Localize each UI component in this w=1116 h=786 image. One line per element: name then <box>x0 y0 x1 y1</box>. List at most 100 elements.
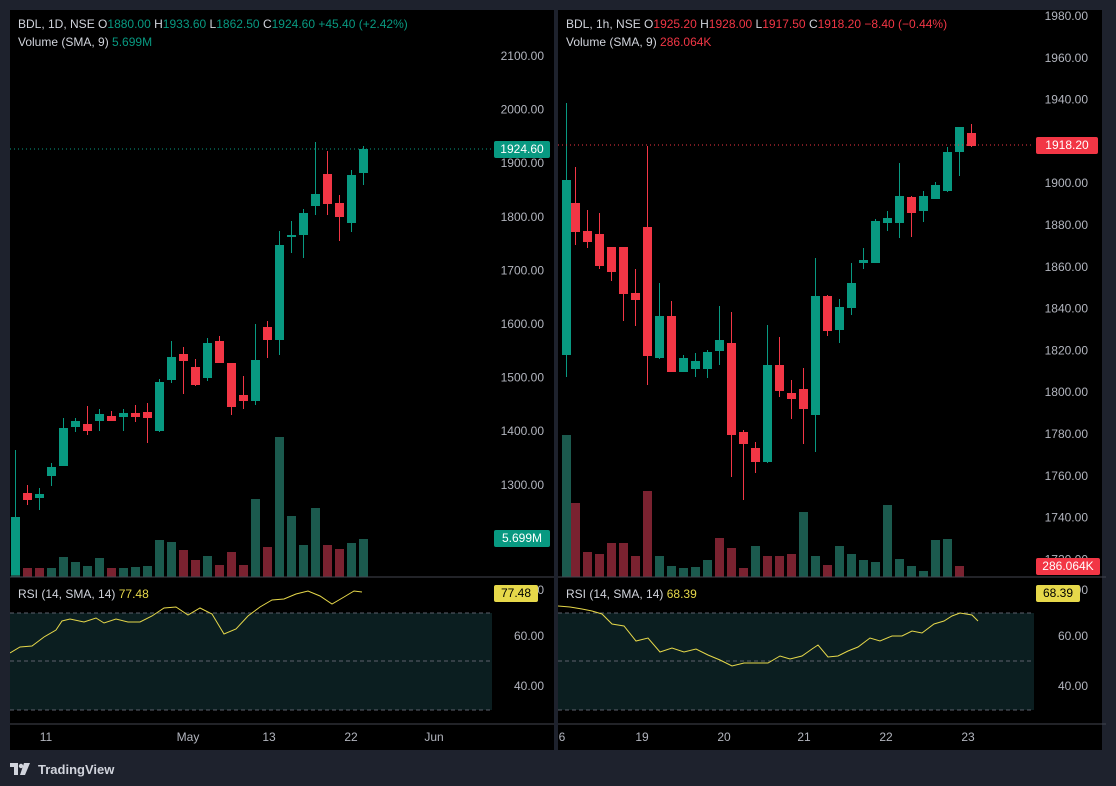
rsi-axis-label: 40.00 <box>514 679 544 693</box>
candle-body <box>607 247 616 272</box>
high-value: 1933.60 <box>162 17 207 31</box>
volume-bar <box>667 566 676 577</box>
volume-bar <box>347 543 356 577</box>
volume-legend[interactable]: Volume (SMA, 9) 5.699M <box>18 34 152 50</box>
volume-bar <box>239 565 248 577</box>
low-value: 1862.50 <box>216 17 260 31</box>
candle-body <box>655 316 664 358</box>
price-axis-label: 1600.00 <box>501 317 545 331</box>
candle-body <box>775 365 784 391</box>
candle-body <box>787 393 796 399</box>
open-label: O <box>644 17 654 31</box>
rsi-tag-bg <box>494 585 538 602</box>
rsi-legend[interactable]: RSI (14, SMA, 14) 68.39 <box>566 586 697 602</box>
rsi-tag: 77.48 <box>501 586 531 600</box>
rsi-label: RSI (14, SMA, 14) <box>18 587 116 601</box>
rsi-tag-bg <box>1036 585 1080 602</box>
volume-bar <box>119 568 128 577</box>
price-tag-bg <box>494 141 550 158</box>
candle-body <box>203 343 212 378</box>
open-value: 1925.20 <box>653 17 697 31</box>
volume-bar <box>763 556 772 577</box>
low-label: L <box>755 17 763 31</box>
candle-body <box>59 428 68 466</box>
rsi-label: RSI (14, SMA, 14) <box>566 587 664 601</box>
candle-body <box>691 361 700 369</box>
chart-canvas-hourly[interactable]: 1980.001960.001940.001920.001900.001880.… <box>558 10 1106 750</box>
chart-canvas-daily[interactable]: 2100.00 2000.00 1900.00 1800.00 1700.00 1600.… <box>10 10 554 750</box>
volume-bar <box>191 560 200 577</box>
candle-body <box>919 196 928 211</box>
price-axis-label: 1300.00 <box>501 478 545 492</box>
candle-body <box>47 467 56 476</box>
candle-body <box>703 352 712 369</box>
candle-body <box>595 234 604 266</box>
candle-body <box>359 149 368 173</box>
tradingview-brand-text[interactable]: TradingView <box>38 761 115 777</box>
symbol-label[interactable]: BDL, 1D, NSE <box>18 17 95 31</box>
candle-body <box>23 493 32 500</box>
price-axis-label: 1980.00 <box>1045 10 1089 23</box>
volume-bar <box>715 538 724 577</box>
volume-bar <box>859 560 868 577</box>
volume-bar <box>287 516 296 577</box>
time-axis-label: 11 <box>40 730 53 744</box>
rsi-line <box>10 590 363 654</box>
volume-legend[interactable]: Volume (SMA, 9) 286.064K <box>566 34 711 50</box>
volume-tag-bg <box>494 530 550 547</box>
volume-bar <box>571 503 580 577</box>
time-axis-label: 23 <box>961 730 975 744</box>
candle-body <box>799 389 808 409</box>
volume-bar <box>143 566 152 577</box>
candle-body <box>883 218 892 223</box>
price-axis-label: 2100.00 <box>501 49 545 63</box>
volume-bar <box>679 568 688 577</box>
volume-label: Volume (SMA, 9) <box>566 35 657 49</box>
volume-bar <box>595 554 604 577</box>
volume-bar <box>227 552 236 577</box>
volume-bar <box>299 545 308 577</box>
candle-body <box>562 180 571 355</box>
price-axis-label: 1780.00 <box>1045 427 1089 441</box>
rsi-value: 68.39 <box>666 587 697 601</box>
candle-body <box>943 152 952 191</box>
volume-bar <box>203 556 212 577</box>
volume-bar <box>847 554 856 577</box>
candle-body <box>311 194 320 206</box>
tradingview-footer[interactable]: TradingView <box>10 760 114 778</box>
volume-bar <box>931 540 940 577</box>
volume-bar <box>131 567 140 577</box>
high-value: 1928.00 <box>708 17 753 31</box>
volume-value: 5.699M <box>112 35 153 49</box>
candle-body <box>583 231 592 242</box>
volume-bar <box>215 565 224 577</box>
time-axis-label: May <box>177 730 200 744</box>
price-axis-label: 1860.00 <box>1045 260 1089 274</box>
candle-body <box>667 316 676 372</box>
chart-panel-daily[interactable]: 2100.00 2000.00 1900.00 1800.00 1700.00 1600.… <box>10 10 554 750</box>
rsi-axis-label: 40.00 <box>1058 679 1088 693</box>
candle-body <box>907 197 916 213</box>
volume-bar <box>895 559 904 577</box>
volume-bar <box>919 571 928 577</box>
rsi-legend[interactable]: RSI (14, SMA, 14) 77.48 <box>18 586 149 602</box>
symbol-label[interactable]: BDL, 1h, NSE <box>566 17 641 31</box>
time-axis-label: 21 <box>797 730 811 744</box>
rsi-line <box>558 605 979 667</box>
price-axis-label: 1840.00 <box>1045 302 1089 316</box>
price-axis-label: 1740.00 <box>1045 511 1089 525</box>
high-label: H <box>154 17 163 31</box>
volume-bar <box>739 568 748 577</box>
volume-bar <box>607 543 616 577</box>
candle-body <box>251 360 260 401</box>
volume-bar <box>955 566 964 577</box>
high-label: H <box>700 17 709 31</box>
chart-panel-hourly[interactable]: 1980.001960.001940.001920.001900.001880.… <box>558 10 1106 750</box>
volume-bar <box>47 568 56 577</box>
candle-body <box>571 203 580 232</box>
candle-body <box>347 175 356 223</box>
candle-body <box>727 343 736 435</box>
rsi-tag: 68.39 <box>1043 586 1073 600</box>
candle-body <box>263 327 272 340</box>
volume-bar <box>583 552 592 577</box>
